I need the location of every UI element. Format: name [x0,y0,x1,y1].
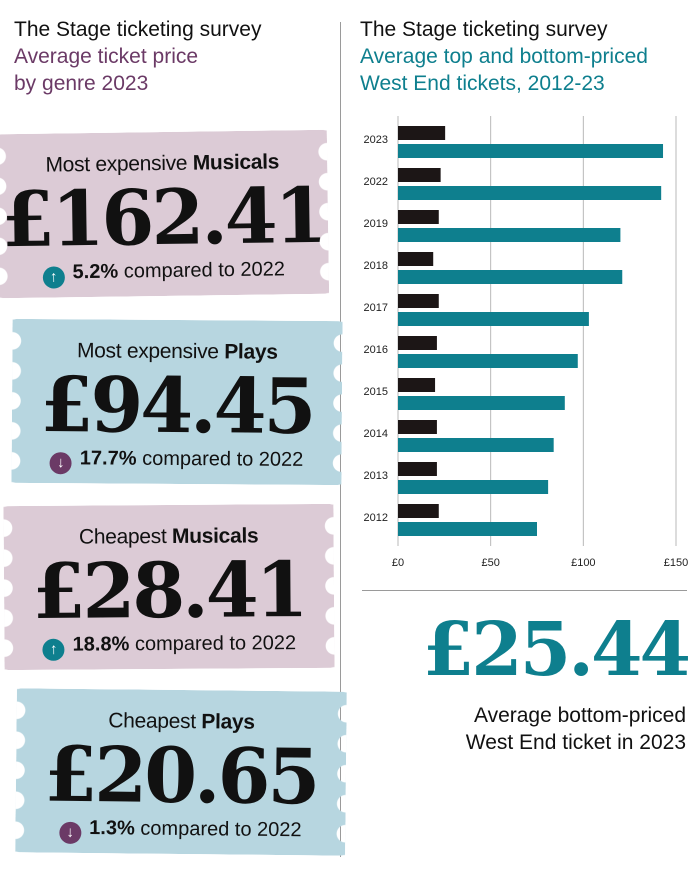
highlight-caption-line2: West End ticket in 2023 [465,731,686,754]
chart-subtitle: West End tickets, 2012-23 [360,72,605,95]
change-percent: 1.3% [89,817,135,840]
change-percent: 5.2% [72,260,119,284]
bar-top-price [398,270,623,284]
ticket-change: ↓ 1.3% compared to 2022 [15,816,345,846]
bar-top-price [398,312,589,326]
ticket-price: £28.41 [32,545,306,636]
bar-top-price [398,396,565,410]
y-tick-label: 2012 [364,512,388,524]
y-tick-label: 2015 [364,386,388,398]
bar-top-price [398,480,549,494]
y-tick-label: 2017 [364,302,388,314]
highlight-caption: Average bottom-priced West End ticket in… [360,702,686,756]
ticket-price: £20.65 [44,729,318,822]
y-tick-label: 2022 [364,176,388,188]
change-percent: 18.8% [72,633,130,656]
highlight-value: £25.44 [422,607,691,693]
ticket-change: ↑ 18.8% compared to 2022 [4,632,334,661]
ticket-label-prefix: Cheapest [78,525,167,549]
ticket-change: ↓ 17.7% compared to 2022 [11,447,341,476]
arrow-down-icon: ↓ [49,452,72,475]
bar-top-price [398,228,621,242]
arrow-down-icon: ↓ [59,821,82,844]
left-header-source: The Stage ticketing survey [14,18,262,41]
change-percent: 17.7% [79,447,137,470]
bar-bottom-price [398,252,434,266]
bar-bottom-price [398,126,446,140]
change-suffix: compared to 2022 [123,258,286,283]
y-tick-label: 2013 [364,470,388,482]
bar-top-price [398,186,662,200]
chart-title: Average top and bottom-priced [360,45,648,68]
ticket-price: £94.45 [40,360,314,451]
bar-bottom-price [398,210,439,224]
arrow-up-icon: ↑ [42,266,65,289]
bar-bottom-price [398,294,439,308]
ticket-most-expensive-musicals: Most expensive Musicals £162.41 ↑ 5.2% co… [0,129,330,299]
ticket-label-genre: Plays [224,340,278,364]
ticket-price: £162.41 [1,170,326,265]
x-tick-label: £150 [664,557,688,569]
bar-top-price [398,144,664,158]
bar-top-price [398,354,578,368]
ticket-cheapest-plays: Cheapest Plays £20.65 ↓ 1.3% compared to … [15,688,347,856]
y-tick-label: 2018 [364,260,388,272]
y-tick-label: 2014 [364,428,388,440]
right-header: The Stage ticketing survey Average top a… [360,16,695,97]
chart-bottom-rule [362,590,687,591]
bar-bottom-price [398,420,437,434]
bar-top-price [398,522,537,536]
arrow-up-icon: ↑ [42,638,65,661]
change-suffix: compared to 2022 [142,447,304,471]
bar-bottom-price [398,378,436,392]
highlight-caption-line1: Average bottom-priced [473,704,686,727]
bar-bottom-price [398,336,437,350]
bar-top-price [398,438,554,452]
x-tick-label: £100 [571,557,595,569]
change-suffix: compared to 2022 [134,632,297,656]
ticket-most-expensive-plays: Most expensive Plays £94.45 ↓ 17.7% compa… [11,318,343,486]
bar-bottom-price [398,462,437,476]
right-header-source: The Stage ticketing survey [360,18,608,41]
ticket-cheapest-musicals: Cheapest Musicals £28.41 ↑ 18.8% compared… [3,503,335,671]
left-header-title: Average ticket price [14,45,199,68]
x-tick-label: £50 [481,557,499,569]
ticket-label-genre: Plays [201,710,255,734]
bar-bottom-price [398,168,441,182]
left-header-subtitle: by genre 2023 [14,72,149,95]
left-header: The Stage ticketing survey Average ticke… [14,16,334,97]
ticket-change: ↑ 5.2% compared to 2022 [0,258,329,290]
ticket-label-genre: Musicals [171,524,259,548]
change-suffix: compared to 2022 [140,817,302,842]
y-tick-label: 2016 [364,344,388,356]
price-bar-chart: £0 £50 £100 £150 2023 2022 2019 2018 2017 2016 201… [364,116,688,569]
y-tick-label: 2019 [364,218,388,230]
y-tick-label: 2023 [364,134,388,146]
x-tick-label: £0 [392,557,404,569]
bar-bottom-price [398,504,439,518]
